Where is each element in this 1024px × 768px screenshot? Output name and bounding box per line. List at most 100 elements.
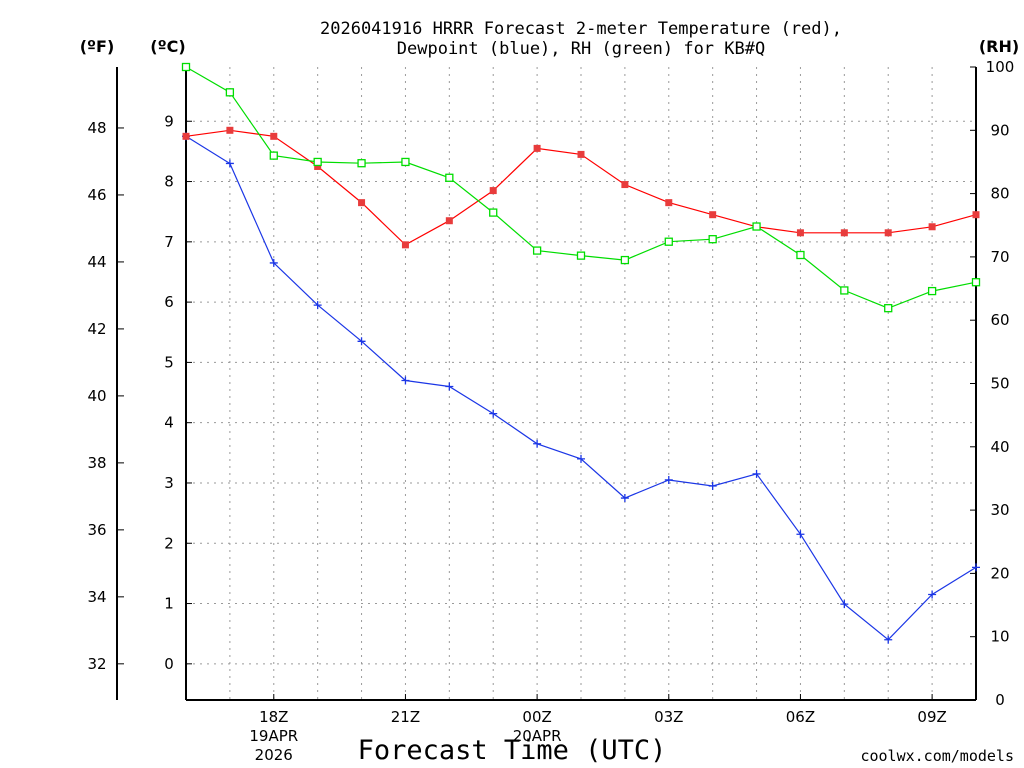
fahrenheit-tick-label: 36 xyxy=(87,521,106,539)
rh-point xyxy=(884,304,893,313)
temperature-point xyxy=(182,132,190,140)
x-tick-label: 00Z xyxy=(522,708,551,726)
x-tick-label: 18Z xyxy=(259,708,288,726)
fahrenheit-tick-label: 38 xyxy=(87,454,106,472)
celsius-tick-label: 3 xyxy=(164,474,174,492)
celsius-tick-label: 2 xyxy=(164,534,174,552)
rh-point xyxy=(181,62,191,72)
dewpoint-point xyxy=(664,475,673,484)
rh-tick-label: 20 xyxy=(990,564,1009,582)
rh-tick-label: 30 xyxy=(990,501,1009,519)
temperature-point xyxy=(972,211,980,219)
rh-tick-label: 70 xyxy=(990,248,1009,266)
rh-point xyxy=(489,208,498,217)
celsius-unit-label: (ºC) xyxy=(150,37,185,56)
temperature-point xyxy=(533,144,541,152)
fahrenheit-unit-label: (ºF) xyxy=(80,37,115,56)
celsius-tick-label: 1 xyxy=(164,595,174,613)
rh-point xyxy=(401,157,410,167)
rh-point xyxy=(971,278,981,287)
rh-point xyxy=(752,222,761,231)
rh-point xyxy=(225,88,235,97)
celsius-tick-label: 6 xyxy=(164,293,174,311)
dewpoint-point xyxy=(445,382,454,391)
rh-tick-label: 0 xyxy=(995,691,1005,709)
dewpoint-point xyxy=(840,600,849,609)
rh-tick-label: 50 xyxy=(990,375,1009,393)
x-tick-date: 19APR xyxy=(249,727,298,745)
temperature-point xyxy=(665,199,673,207)
temperature-point xyxy=(489,187,497,195)
dewpoint-point xyxy=(533,439,542,448)
dewpoint-point xyxy=(401,376,410,385)
x-tick-date: 20APR xyxy=(513,727,562,745)
temperature-point xyxy=(401,241,409,249)
dewpoint-point xyxy=(620,494,629,503)
temperature-point xyxy=(884,229,892,237)
rh-point xyxy=(269,151,278,160)
fahrenheit-tick-label: 32 xyxy=(87,655,106,673)
rh-point xyxy=(445,173,454,182)
rh-point xyxy=(664,237,673,246)
dewpoint-point xyxy=(708,481,717,490)
temperature-point xyxy=(621,181,629,189)
temperature-point xyxy=(270,132,278,140)
x-axis-title: Forecast Time (UTC) xyxy=(358,735,667,766)
series-layer xyxy=(181,62,981,644)
rh-point xyxy=(313,157,322,167)
chart-title-line2: Dewpoint (blue), RH (green) for KB#Q xyxy=(397,39,765,59)
tick-labels: 3234363840424446480123456789010203040506… xyxy=(87,58,1014,764)
dewpoint-point xyxy=(884,635,893,644)
x-tick-label: 03Z xyxy=(654,708,683,726)
temperature-point xyxy=(928,223,936,231)
temperature-point xyxy=(796,229,804,237)
rh-point xyxy=(357,159,366,168)
dewpoint-point xyxy=(225,159,234,168)
axes xyxy=(116,66,977,701)
dewpoint-point xyxy=(269,258,278,267)
rh-tick-label: 80 xyxy=(990,185,1009,203)
rh-tick-label: 40 xyxy=(990,438,1009,456)
x-tick-year: 2026 xyxy=(255,746,293,764)
chart-title-line1: 2026041916 HRRR Forecast 2-meter Tempera… xyxy=(320,19,842,39)
temperature-point xyxy=(358,199,366,207)
dewpoint-point xyxy=(357,337,366,346)
fahrenheit-tick-label: 46 xyxy=(87,186,106,204)
celsius-tick-label: 7 xyxy=(164,233,174,251)
rh-point xyxy=(532,246,542,255)
rh-tick-label: 90 xyxy=(990,121,1009,139)
dewpoint-point xyxy=(796,530,805,539)
celsius-tick-label: 5 xyxy=(164,353,174,371)
fahrenheit-tick-label: 42 xyxy=(87,320,106,338)
celsius-tick-label: 8 xyxy=(164,173,174,191)
dewpoint-point xyxy=(928,590,937,599)
celsius-tick-label: 0 xyxy=(164,655,174,673)
rh-tick-label: 10 xyxy=(990,628,1009,646)
dewpoint-point xyxy=(972,563,980,572)
rh-point xyxy=(927,286,937,296)
temperature-point xyxy=(445,217,453,225)
rh-point xyxy=(796,250,805,260)
rh-unit-label: (RH) xyxy=(979,37,1019,56)
x-tick-label: 09Z xyxy=(917,708,946,726)
temperature-point xyxy=(840,229,848,237)
x-tick-label: 06Z xyxy=(786,708,815,726)
temperature-point xyxy=(577,150,585,158)
rh-tick-label: 60 xyxy=(990,311,1009,329)
rh-point xyxy=(576,251,586,260)
temperature-point xyxy=(226,126,234,134)
dewpoint-point xyxy=(313,301,322,310)
x-tick-label: 21Z xyxy=(391,708,420,726)
rh-tick-label: 100 xyxy=(986,58,1015,76)
rh-point xyxy=(620,255,630,265)
temperature-point xyxy=(709,211,717,219)
rh-point xyxy=(708,235,717,244)
fahrenheit-tick-label: 34 xyxy=(87,588,106,606)
credit-text: coolwx.com/models xyxy=(860,747,1014,765)
celsius-tick-label: 9 xyxy=(164,112,174,130)
fahrenheit-tick-label: 48 xyxy=(87,119,106,137)
dewpoint-point xyxy=(489,409,498,418)
rh-point xyxy=(840,286,849,295)
celsius-tick-label: 4 xyxy=(164,414,174,432)
temperature-point xyxy=(314,162,322,170)
